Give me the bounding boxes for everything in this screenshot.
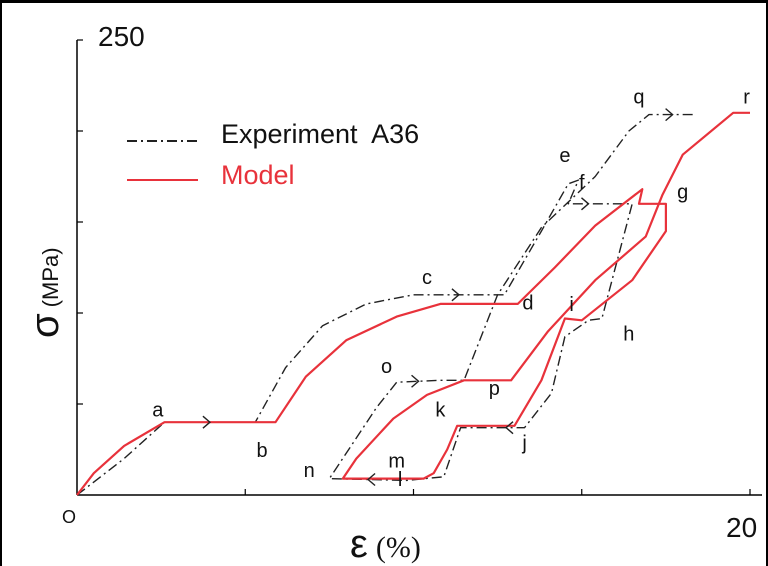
x-tick-label-origin: O	[62, 507, 76, 527]
y-axis-symbol: σ	[23, 313, 67, 338]
point-label-p: p	[489, 378, 500, 400]
legend-experiment-label: Experiment A36	[221, 119, 419, 149]
y-axis-unit: (MPa)	[38, 247, 63, 307]
y-tick-label-max: 250	[98, 21, 145, 52]
direction-arrow	[366, 472, 376, 487]
point-label-n: n	[304, 460, 315, 482]
point-label-h: h	[623, 323, 634, 345]
point-label-g: g	[677, 181, 688, 203]
direction-arrow	[202, 415, 211, 429]
point-label-m: m	[388, 451, 405, 473]
x-axis-symbol: ε	[350, 522, 368, 566]
experiment-series-line	[76, 113, 697, 496]
point-label-f: f	[579, 172, 585, 194]
legend-model-label: Model	[221, 160, 295, 190]
model-series-line	[76, 111, 750, 496]
x-axis-unit: (%)	[376, 531, 421, 564]
legend: Experiment A36 Model	[127, 119, 419, 190]
point-label-b: b	[257, 440, 268, 462]
direction-arrow	[581, 197, 590, 211]
point-label-l: l	[398, 469, 402, 491]
direction-arrow	[504, 421, 514, 435]
point-label-a: a	[152, 400, 164, 422]
point-label-o: o	[381, 356, 392, 378]
direction-arrow	[411, 374, 420, 388]
direction-arrow	[451, 288, 461, 302]
y-axis-label: σ (MPa)	[23, 247, 67, 338]
point-label-r: r	[743, 87, 750, 109]
point-label-j: j	[521, 433, 526, 455]
point-label-e: e	[559, 145, 570, 167]
point-label-d: d	[522, 292, 533, 314]
x-axis-label: ε (%)	[350, 522, 421, 566]
point-label-i: i	[569, 294, 573, 316]
point-label-k: k	[435, 400, 446, 422]
x-tick-label-max: 20	[726, 512, 757, 543]
direction-arrow	[665, 108, 674, 122]
point-label-c: c	[422, 267, 432, 289]
point-label-q: q	[633, 87, 644, 109]
